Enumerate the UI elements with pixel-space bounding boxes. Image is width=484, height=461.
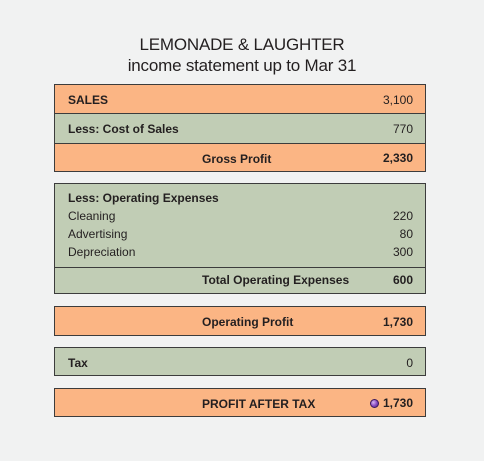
expense-value-advertising: 80 [399, 227, 413, 241]
tax-row: Tax 0 [54, 347, 426, 376]
operating-profit-value: 1,730 [382, 315, 413, 329]
expense-label-cleaning: Cleaning [68, 209, 116, 223]
expense-value-cleaning: 220 [392, 209, 413, 223]
statement-subtitle: income statement up to Mar 31 [127, 56, 357, 75]
expense-label-depreciation: Depreciation [68, 245, 136, 259]
section-divider [55, 267, 425, 268]
statement-title: LEMONADE & LAUGHTER [139, 35, 345, 54]
cost-of-sales-value: 770 [392, 122, 413, 136]
sales-label: SALES [68, 93, 109, 107]
profit-after-tax-row: PROFIT AFTER TAX 1,730 [54, 388, 426, 417]
operating-profit-label: Operating Profit [202, 315, 294, 329]
operating-expenses-section: Less: Operating Expenses Cleaning 220 Ad… [54, 183, 426, 294]
operating-profit-row: Operating Profit 1,730 [54, 306, 426, 336]
profit-after-tax-value-wrap: 1,730 [369, 396, 413, 410]
total-operating-expenses-value: 600 [392, 273, 413, 287]
tax-value: 0 [406, 356, 413, 370]
tax-label: Tax [68, 356, 88, 370]
profit-after-tax-label: PROFIT AFTER TAX [202, 397, 316, 411]
sales-value: 3,100 [382, 93, 413, 107]
sales-row: SALES 3,100 [54, 84, 426, 114]
profit-after-tax-value: 1,730 [382, 396, 413, 410]
operating-expenses-heading: Less: Operating Expenses [68, 191, 219, 205]
expense-label-advertising: Advertising [68, 227, 128, 241]
gross-profit-row: Gross Profit 2,330 [54, 143, 426, 172]
total-operating-expenses-label: Total Operating Expenses [202, 273, 350, 287]
cost-of-sales-label: Less: Cost of Sales [68, 122, 179, 136]
gross-profit-label: Gross Profit [202, 152, 272, 166]
purple-coin-icon [369, 399, 379, 408]
expense-value-depreciation: 300 [392, 245, 413, 259]
cost-of-sales-row: Less: Cost of Sales 770 [54, 113, 426, 144]
gross-profit-value: 2,330 [382, 151, 413, 165]
